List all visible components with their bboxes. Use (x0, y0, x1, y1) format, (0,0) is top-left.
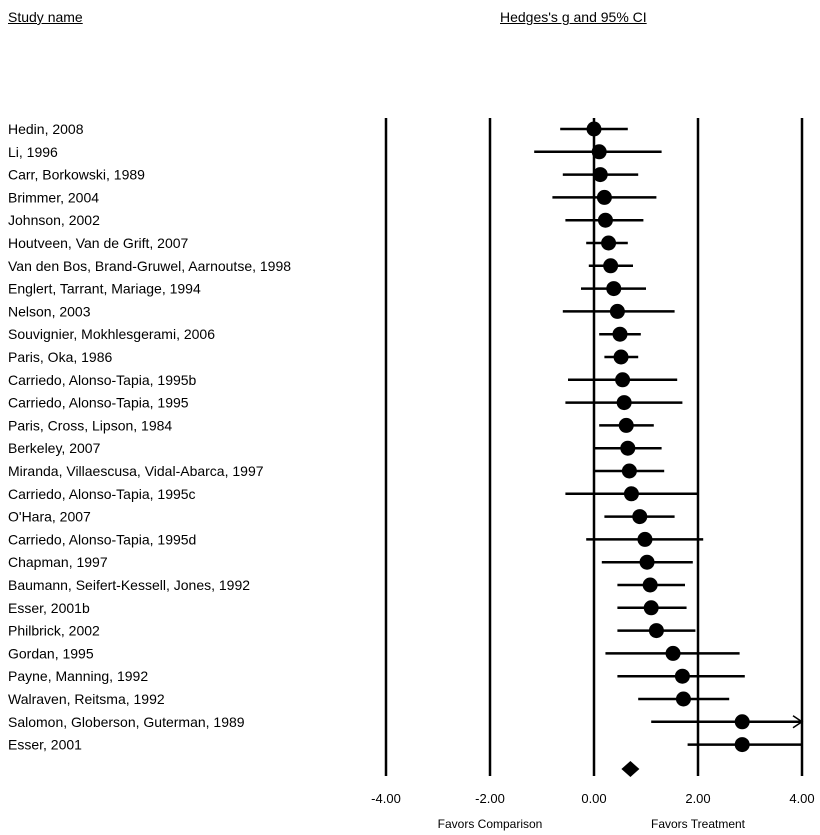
study-label: Paris, Oka, 1986 (8, 349, 112, 365)
study-label: Johnson, 2002 (8, 212, 100, 228)
point-estimate (592, 167, 608, 183)
ci-arrow-icon (792, 715, 804, 729)
point-estimate (606, 281, 622, 297)
study-label: Esser, 2001b (8, 600, 90, 616)
point-estimate (621, 463, 637, 479)
study-label: Brimmer, 2004 (8, 189, 99, 205)
point-estimate (586, 121, 602, 137)
point-estimate (609, 303, 625, 319)
study-label: Houtveen, Van de Grift, 2007 (8, 235, 189, 251)
study-label: Miranda, Villaescusa, Vidal-Abarca, 1997 (8, 463, 264, 479)
point-estimate (665, 645, 681, 661)
study-label: Chapman, 1997 (8, 554, 108, 570)
study-label: Carr, Borkowski, 1989 (8, 167, 145, 183)
point-estimate (601, 235, 617, 251)
study-label: Van den Bos, Brand-Gruwel, Aarnoutse, 19… (8, 258, 291, 274)
favors-treatment-label: Favors Treatment (651, 817, 746, 831)
summary-diamond (621, 761, 640, 777)
point-estimate (603, 258, 619, 274)
study-label: Esser, 2001 (8, 737, 82, 753)
study-name-header: Study name (8, 9, 83, 25)
point-estimate (639, 554, 655, 570)
study-label: Salomon, Globerson, Guterman, 1989 (8, 714, 245, 730)
point-estimate (643, 600, 659, 616)
point-estimate (637, 531, 653, 547)
point-estimate (648, 623, 664, 639)
point-estimate (612, 326, 628, 342)
point-estimate (734, 714, 750, 730)
point-estimate (616, 395, 632, 411)
study-label: Li, 1996 (8, 144, 58, 160)
x-tick-label: -2.00 (475, 791, 505, 806)
x-tick-label: 4.00 (789, 791, 814, 806)
point-estimate (620, 440, 636, 456)
x-tick-label: 0.00 (581, 791, 606, 806)
point-estimate (596, 189, 612, 205)
point-estimate (632, 509, 648, 525)
point-estimate (642, 577, 658, 593)
study-label: Hedin, 2008 (8, 121, 84, 137)
effect-size-header: Hedges's g and 95% CI (500, 9, 647, 25)
study-label: Payne, Manning, 1992 (8, 668, 148, 684)
study-label: Walraven, Reitsma, 1992 (8, 691, 165, 707)
study-label: Nelson, 2003 (8, 303, 91, 319)
study-label: Berkeley, 2007 (8, 440, 101, 456)
study-label: Carriedo, Alonso-Tapia, 1995b (8, 372, 197, 388)
point-estimate (615, 372, 631, 388)
point-estimate (591, 144, 607, 160)
study-label: Paris, Cross, Lipson, 1984 (8, 417, 172, 433)
point-estimate (675, 691, 691, 707)
point-estimate (597, 212, 613, 228)
point-estimate (618, 417, 634, 433)
point-estimate (734, 737, 750, 753)
study-label: Carriedo, Alonso-Tapia, 1995c (8, 486, 196, 502)
study-label: Souvignier, Mokhlesgerami, 2006 (8, 326, 215, 342)
x-tick-label: 2.00 (685, 791, 710, 806)
study-label: Philbrick, 2002 (8, 623, 100, 639)
study-label: Baumann, Seifert-Kessell, Jones, 1992 (8, 577, 250, 593)
study-label: Gordan, 1995 (8, 645, 94, 661)
study-label: Carriedo, Alonso-Tapia, 1995 (8, 395, 189, 411)
study-label: Carriedo, Alonso-Tapia, 1995d (8, 531, 196, 547)
favors-comparison-label: Favors Comparison (438, 817, 543, 831)
point-estimate (674, 668, 690, 684)
x-tick-label: -4.00 (371, 791, 401, 806)
point-estimate (623, 486, 639, 502)
study-label: O'Hara, 2007 (8, 509, 91, 525)
study-label: Englert, Tarrant, Mariage, 1994 (8, 281, 201, 297)
point-estimate (613, 349, 629, 365)
